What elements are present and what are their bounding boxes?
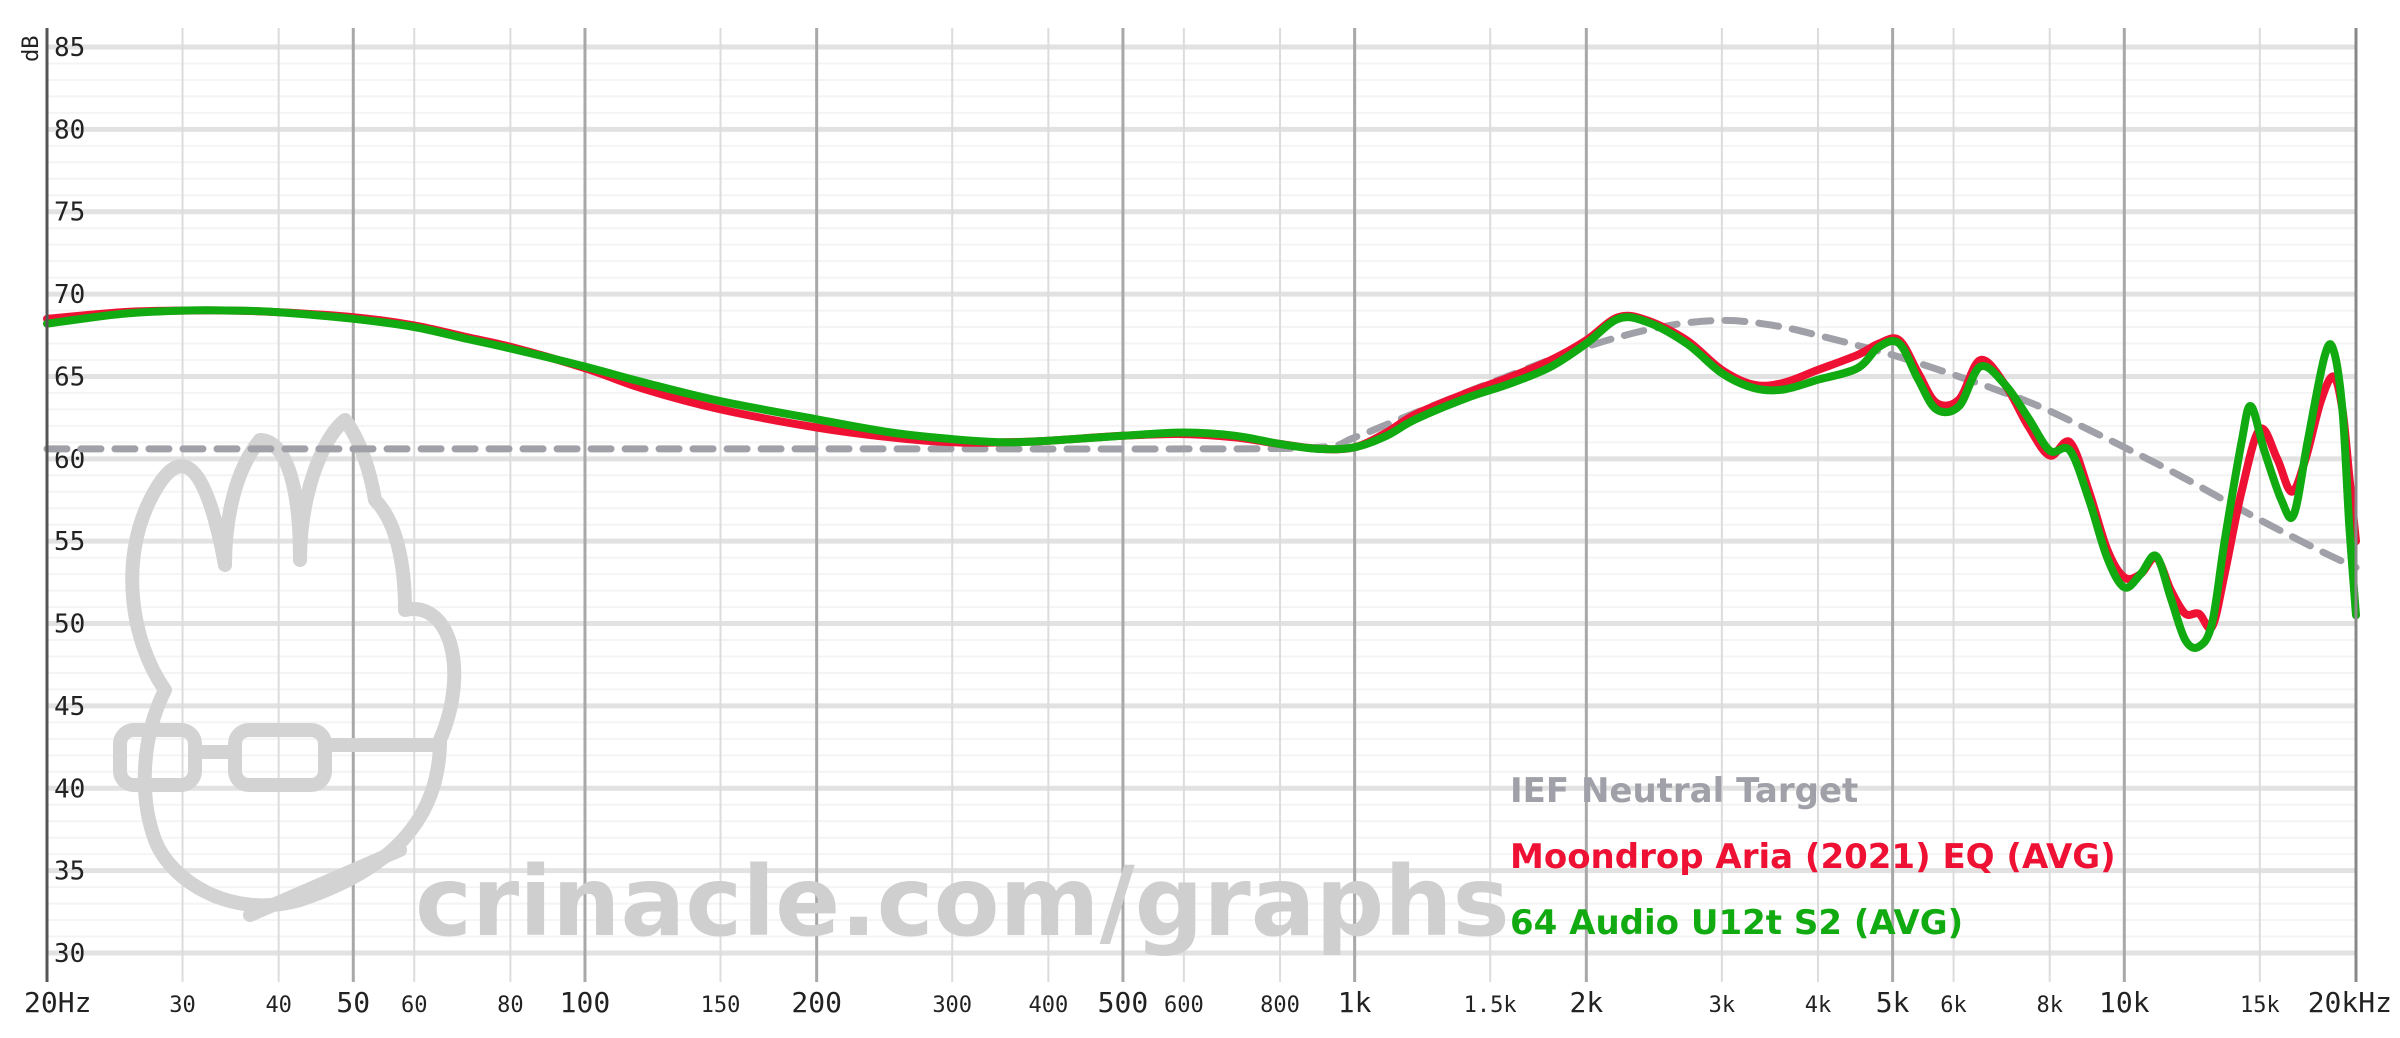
x-tick-label: 6k [1940, 993, 1967, 1018]
x-tick-label: 50 [336, 986, 370, 1019]
series-lines [43, 306, 2360, 652]
y-tick-label: 80 [54, 115, 85, 145]
y-tick-label: 55 [54, 527, 85, 557]
legend: IEF Neutral Target Moondrop Aria (2021) E… [1510, 771, 2116, 943]
x-tick-label: 10k [2099, 986, 2150, 1019]
y-tick-label: 70 [54, 280, 85, 310]
y-tick-label: 40 [54, 774, 85, 804]
x-tick-label: 80 [497, 993, 524, 1018]
x-tick-label: 1.5k [1464, 993, 1517, 1018]
x-tick-label: 150 [701, 993, 741, 1018]
moondrop-aria-curve [43, 306, 2360, 633]
x-tick-label: 800 [1260, 993, 1300, 1018]
x-tick-label: 60 [401, 993, 428, 1018]
x-tick-label: 20kHz [2308, 986, 2392, 1019]
legend-item-target: IEF Neutral Target [1510, 771, 1858, 811]
x-tick-label: 400 [1028, 993, 1068, 1018]
watermark-text: crinacle.com/graphs [415, 846, 1510, 958]
y-tick-label: 35 [54, 857, 85, 887]
legend-item-u12t: 64 Audio U12t S2 (AVG) [1510, 903, 1963, 943]
x-tick-label: 100 [560, 986, 611, 1019]
target-curve [43, 316, 2360, 571]
y-tick-label: 50 [54, 610, 85, 640]
x-tick-label: 1k [1338, 986, 1372, 1019]
x-tick-label: 200 [791, 986, 842, 1019]
y-tick-label: 85 [54, 33, 85, 63]
u12t-curve [43, 306, 2360, 652]
x-tick-label: 4k [1805, 993, 1832, 1018]
horizontal-grid [47, 44, 2356, 956]
x-tick-label: 5k [1876, 986, 1910, 1019]
x-tick-label: 40 [265, 993, 292, 1018]
y-tick-label: 75 [54, 198, 85, 228]
y-tick-label: 65 [54, 362, 85, 392]
x-tick-label: 3k [1709, 993, 1736, 1018]
x-tick-label: 30 [169, 993, 196, 1018]
x-tick-label: 300 [932, 993, 972, 1018]
x-tick-label: 2k [1569, 986, 1603, 1019]
y-tick-label: 30 [54, 939, 85, 969]
x-tick-label: 600 [1164, 993, 1204, 1018]
x-axis-tick-labels: 20Hz 30 40 50 60 80 100 150 200 300 400 500 600 800 1k… [24, 986, 2392, 1019]
x-tick-label: 15k [2240, 993, 2280, 1018]
y-axis-unit-label: dB [19, 36, 44, 63]
x-tick-label: 8k [2036, 993, 2063, 1018]
y-tick-label: 45 [54, 692, 85, 722]
x-tick-label: 500 [1098, 986, 1149, 1019]
x-tick-label: 20Hz [24, 986, 91, 1019]
crinacle-mascot-icon [113, 413, 462, 922]
legend-item-moondrop-aria: Moondrop Aria (2021) EQ (AVG) [1510, 837, 2116, 877]
